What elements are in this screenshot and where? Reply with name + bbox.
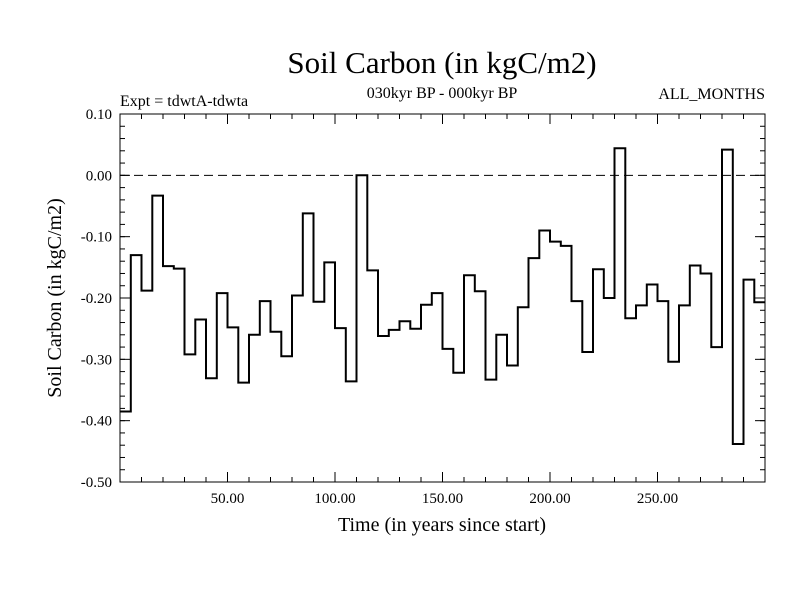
x-axis-label: Time (in years since start) [338, 514, 546, 536]
y-tick-label: -0.10 [81, 230, 112, 246]
y-axis-label: Soil Carbon (in kgC/m2) [44, 198, 66, 397]
x-tick-label: 250.00 [637, 491, 678, 507]
y-tick-label: -0.50 [81, 475, 112, 491]
chart-subtitle: 030kyr BP - 000kyr BP [367, 85, 518, 102]
y-tick-label: -0.40 [81, 414, 112, 430]
axis-tick-labels: -0.50 -0.40 -0.30 -0.20 -0.10 0.00 0.10 50.00 10… [81, 107, 678, 507]
x-tick-label: 200.00 [529, 491, 570, 507]
y-tick-label: 0.00 [86, 168, 112, 184]
months-label: ALL_MONTHS [658, 86, 765, 103]
x-tick-label: 100.00 [314, 491, 355, 507]
y-tick-label: -0.30 [81, 352, 112, 368]
axis-ticks [120, 113, 765, 483]
x-tick-label: 50.00 [211, 491, 245, 507]
x-tick-label: 150.00 [422, 491, 463, 507]
y-tick-label: -0.20 [81, 291, 112, 307]
chart-title: Soil Carbon (in kgC/m2) [287, 45, 596, 80]
experiment-label: Expt = tdwtA-tdwta [120, 93, 248, 110]
series-line-soil-carbon [120, 147, 765, 445]
plot-frame [119, 113, 766, 483]
y-tick-label: 0.10 [86, 107, 112, 123]
